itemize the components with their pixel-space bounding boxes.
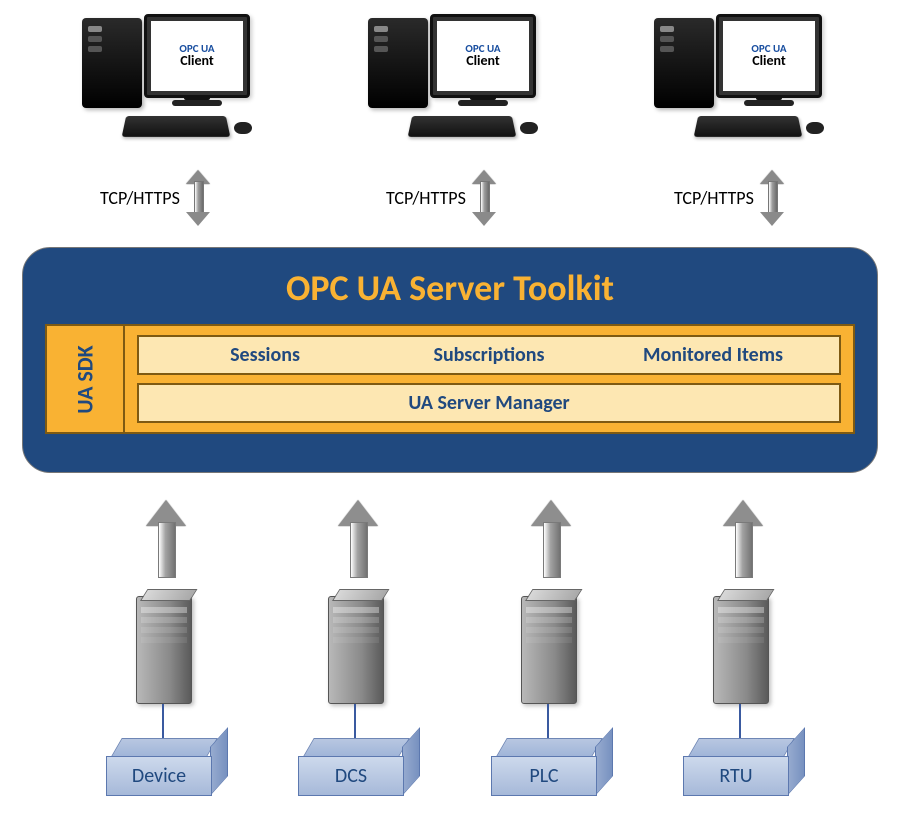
opc-ua-architecture-diagram: OPC UA Client OPC UA Client (0, 0, 900, 814)
keyboard-icon (408, 116, 517, 137)
pc-tower-icon (82, 18, 142, 108)
bidirectional-arrow-icon (762, 172, 782, 224)
sdk-row-components: Sessions Subscriptions Monitored Items (137, 335, 841, 375)
device-unit-plc: PLC (491, 596, 611, 802)
pc-tower-icon (368, 18, 428, 108)
sdk-monitored-items: Monitored Items (601, 343, 825, 367)
clients-row: OPC UA Client OPC UA Client (0, 14, 900, 154)
up-arrow-icon (532, 500, 570, 578)
monitor-icon: OPC UA Client (430, 14, 536, 98)
monitor-icon: OPC UA Client (144, 14, 250, 98)
device-unit-dcs: DCS (298, 596, 418, 802)
sdk-subscriptions: Subscriptions (377, 343, 601, 367)
up-arrow-icon (724, 500, 762, 578)
client-pc-2: OPC UA Client (368, 14, 538, 144)
server-tower-icon (713, 596, 769, 704)
sdk-main: Sessions Subscriptions Monitored Items U… (125, 326, 853, 432)
pc-tower-icon (654, 18, 714, 108)
device-label: RTU (683, 756, 789, 796)
device-box: RTU (683, 738, 803, 798)
connector-line (162, 704, 164, 738)
up-arrow-icon (147, 500, 185, 578)
sdk-sessions: Sessions (153, 343, 377, 367)
monitor-icon: OPC UA Client (716, 14, 822, 98)
client-pc-3: OPC UA Client (654, 14, 824, 144)
device-box: DCS (298, 738, 418, 798)
server-tower-icon (521, 596, 577, 704)
sdk-side-label: UA SDK (47, 326, 125, 432)
server-tower-icon (136, 596, 192, 704)
client-label: Client (180, 54, 214, 69)
toolkit-box: OPC UA Server Toolkit UA SDK Sessions Su… (22, 247, 878, 473)
device-box: Device (106, 738, 226, 798)
mouse-icon (806, 122, 824, 134)
monitor-screen: OPC UA Client (723, 21, 815, 91)
sdk-strip: UA SDK Sessions Subscriptions Monitored … (45, 324, 855, 434)
mouse-icon (520, 122, 538, 134)
device-label: Device (106, 756, 212, 796)
bidirectional-arrow-icon (474, 172, 494, 224)
up-arrows-row (0, 500, 900, 590)
device-label: DCS (298, 756, 404, 796)
client-label: Client (752, 54, 786, 69)
device-box: PLC (491, 738, 611, 798)
connector-line (547, 704, 549, 738)
protocol-item-2: TCP/HTTPS (386, 172, 494, 224)
monitor-screen: OPC UA Client (151, 21, 243, 91)
protocol-row: TCP/HTTPS TCP/HTTPS TCP/HTTPS (0, 172, 900, 232)
toolkit-title: OPC UA Server Toolkit (45, 266, 855, 310)
mouse-icon (234, 122, 252, 134)
server-tower-icon (328, 596, 384, 704)
bidirectional-arrow-icon (188, 172, 208, 224)
device-unit-rtu: RTU (683, 596, 803, 802)
connector-line (354, 704, 356, 738)
sdk-server-manager: UA Server Manager (408, 391, 569, 415)
device-label: PLC (491, 756, 597, 796)
protocol-label: TCP/HTTPS (100, 187, 180, 209)
keyboard-icon (694, 116, 803, 137)
protocol-item-3: TCP/HTTPS (674, 172, 782, 224)
monitor-screen: OPC UA Client (437, 21, 529, 91)
protocol-item-1: TCP/HTTPS (100, 172, 208, 224)
keyboard-icon (122, 116, 231, 137)
up-arrow-icon (339, 500, 377, 578)
connector-line (739, 704, 741, 738)
protocol-label: TCP/HTTPS (386, 187, 466, 209)
protocol-label: TCP/HTTPS (674, 187, 754, 209)
client-pc-1: OPC UA Client (82, 14, 252, 144)
device-unit-device: Device (106, 596, 226, 802)
client-label: Client (466, 54, 500, 69)
sdk-row-manager: UA Server Manager (137, 383, 841, 423)
devices-row: Device DCS PLC (0, 596, 900, 806)
sdk-side-text: UA SDK (72, 345, 99, 413)
